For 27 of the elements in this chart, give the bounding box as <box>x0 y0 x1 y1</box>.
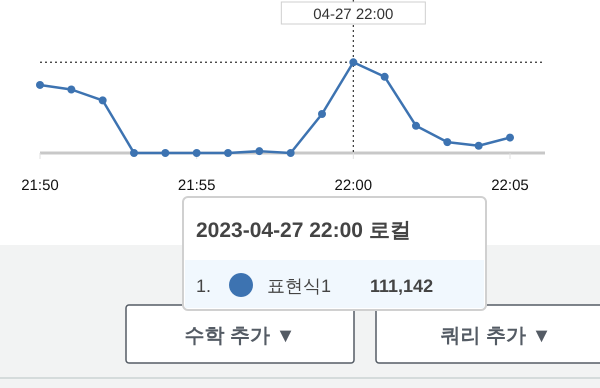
text: 수학 추가 ▼ <box>184 325 296 347</box>
point <box>349 58 358 66</box>
x-tick-label: 21:55 <box>178 177 216 194</box>
x-tick-label: 21:50 <box>21 177 59 194</box>
point <box>443 138 452 146</box>
point <box>67 85 76 94</box>
legend-label: 표현식1 <box>267 276 332 296</box>
point <box>161 149 170 157</box>
point <box>224 149 232 157</box>
point <box>506 134 514 142</box>
point <box>192 149 201 157</box>
point <box>255 147 264 156</box>
point <box>318 110 326 118</box>
point <box>380 72 389 81</box>
text: 쿼리 추가 ▼ <box>440 325 552 347</box>
text: 1. <box>196 276 212 296</box>
x-tick-label: 22:00 <box>334 177 372 194</box>
ref-line-label: 04-27 22:00 <box>313 6 394 23</box>
point <box>130 149 138 157</box>
point <box>36 80 44 89</box>
text: 111,142 <box>370 276 434 296</box>
x-tick-label: 22:05 <box>491 177 529 194</box>
point <box>474 142 483 150</box>
point <box>286 149 295 157</box>
point <box>412 122 420 130</box>
text: 2023-04-27 22:00 로컬 <box>196 219 411 242</box>
point <box>98 96 107 104</box>
